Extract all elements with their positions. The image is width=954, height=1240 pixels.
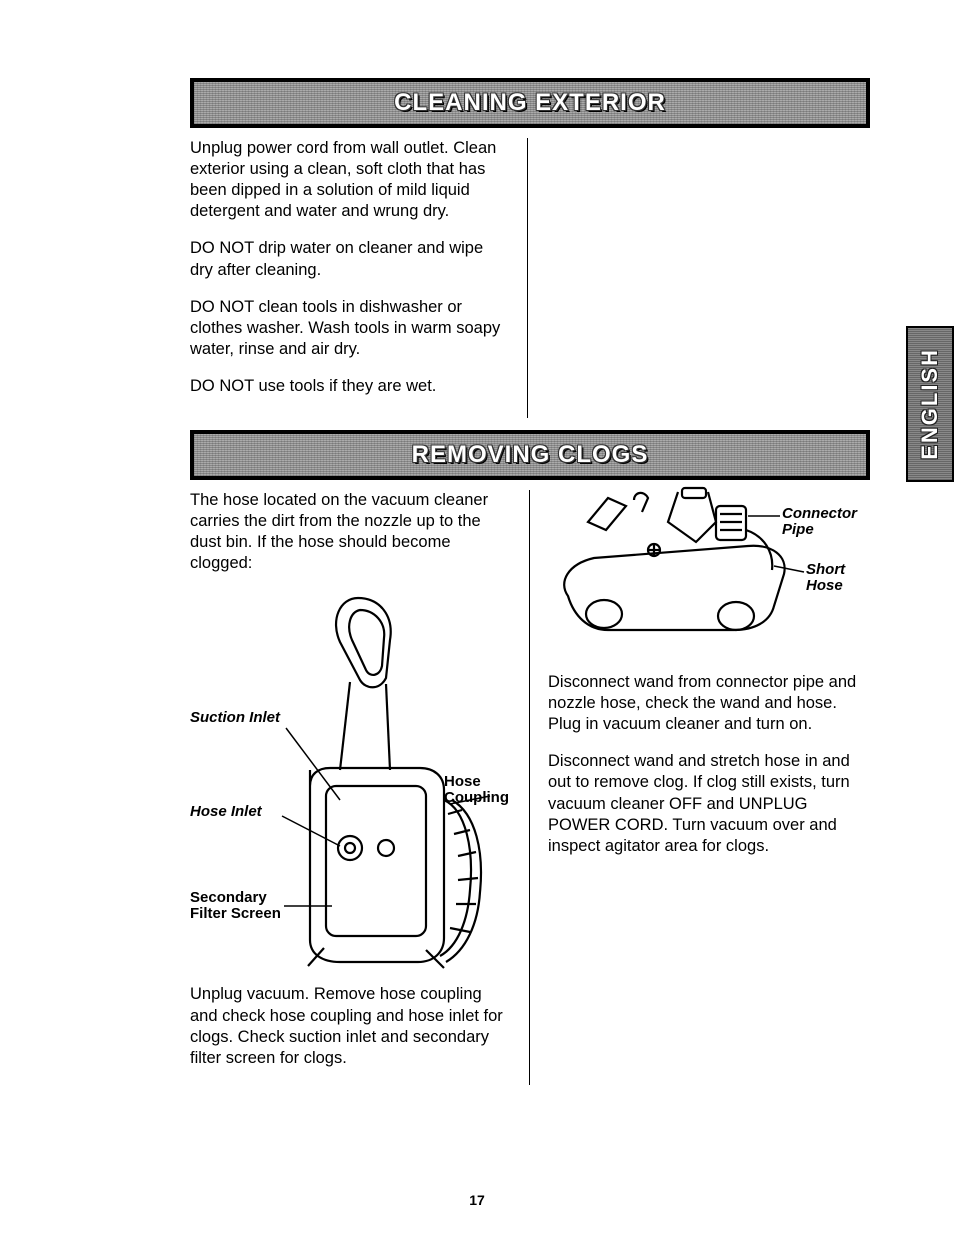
diagram-label-connector-pipe: Connector Pipe	[782, 506, 872, 538]
diagram-label-hose-inlet: Hose Inlet	[190, 804, 262, 820]
section-header-cleaning-exterior: CLEANING EXTERIOR	[190, 78, 870, 128]
diagram-label-suction-inlet: Suction Inlet	[190, 710, 280, 726]
section-title: CLEANING EXTERIOR	[394, 89, 666, 117]
removing-clogs-body: The hose located on the vacuum cleaner c…	[190, 490, 870, 1085]
removing-clogs-left-col: The hose located on the vacuum cleaner c…	[190, 490, 530, 1085]
paragraph: Disconnect wand and stretch hose in and …	[548, 751, 864, 857]
removing-clogs-right-col: Connector Pipe Short Hose Disconnect wan…	[530, 490, 870, 1085]
language-tab-label: ENGLISH	[917, 348, 943, 460]
paragraph: DO NOT use tools if they are wet.	[190, 376, 509, 397]
cleaning-exterior-right-col	[528, 138, 871, 418]
cleaning-exterior-body: Unplug power cord from wall outlet. Clea…	[190, 138, 870, 418]
paragraph: Unplug vacuum. Remove hose coupling and …	[190, 984, 511, 1068]
diagram-label-secondary-filter: Secondary Filter Screen	[190, 890, 290, 922]
diagram-label-hose-coupling: Hose Coupling	[444, 774, 520, 806]
nozzle-base-diagram: Connector Pipe Short Hose	[548, 486, 868, 646]
page-content: CLEANING EXTERIOR Unplug power cord from…	[190, 78, 870, 1085]
paragraph: DO NOT clean tools in dishwasher or clot…	[190, 297, 509, 360]
paragraph: Unplug power cord from wall outlet. Clea…	[190, 138, 509, 222]
language-tab: ENGLISH	[906, 326, 954, 482]
page-number: 17	[0, 1192, 954, 1208]
section-title: REMOVING CLOGS	[412, 441, 649, 469]
cleaning-exterior-left-col: Unplug power cord from wall outlet. Clea…	[190, 138, 528, 418]
paragraph: DO NOT drip water on cleaner and wipe dr…	[190, 238, 509, 280]
diagram-label-short-hose: Short Hose	[806, 562, 866, 594]
section-header-removing-clogs: REMOVING CLOGS	[190, 430, 870, 480]
paragraph: Disconnect wand from connector pipe and …	[548, 672, 864, 735]
paragraph: The hose located on the vacuum cleaner c…	[190, 490, 511, 574]
vacuum-body-diagram: Suction Inlet Hose Inlet Secondary Filte…	[190, 590, 520, 970]
